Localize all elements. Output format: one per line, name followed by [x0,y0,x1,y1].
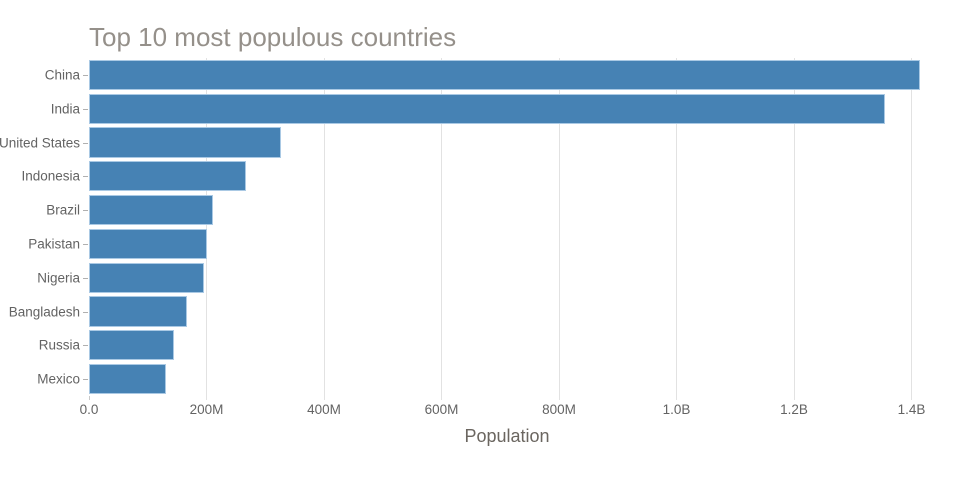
gridline-600m [441,58,443,400]
y-axis-label-russia: Russia [38,337,80,353]
bar-indonesia [89,161,246,192]
bar-china [89,59,921,91]
x-tick-label-1.2b: 1.2B [780,402,808,417]
y-tick-mark [83,243,88,245]
bar-united-states [89,127,282,158]
bar-russia [89,330,174,361]
y-tick-mark [83,277,88,279]
plot-area [89,58,925,400]
y-tick-mark [83,210,88,212]
y-axis-label-india: India [50,101,80,117]
y-tick-mark [83,108,88,110]
gridline-1.4b [911,58,913,400]
y-axis-label-brazil: Brazil [46,202,80,218]
x-tick-mark-0.0 [88,396,90,400]
y-tick-mark [83,74,88,76]
x-tick-label-1.4b: 1.4B [897,402,926,417]
x-tick-label-800m: 800M [542,402,576,417]
y-axis-label-china: China [44,67,80,83]
y-tick-mark [83,176,88,178]
y-axis-label-united-states: United States [0,135,80,150]
y-axis-label-mexico: Mexico [37,371,80,387]
bar-brazil [89,194,213,226]
bar-nigeria [89,262,205,293]
x-axis: 0.0 200M 400M 600M 800M 1.0B 1.2B 1.4B [80,396,926,456]
x-tick-label-1.0b: 1.0B [662,402,691,417]
y-axis-label-bangladesh: Bangladesh [8,304,80,319]
x-axis-title: Population [464,426,550,446]
bar-mexico [89,363,166,395]
bar-pakistan [89,228,207,260]
gridline-400m [323,58,325,400]
gridline-1.0b [676,58,678,400]
y-tick-mark [83,311,88,313]
x-tick-label-600m: 600M [424,402,459,417]
gridline-1.2b [793,58,795,400]
bar-india [89,93,885,124]
x-tick-label-200m: 200M [189,402,224,417]
y-tick-mark [83,142,88,144]
y-tick-mark [83,345,88,347]
gridline-200m [206,58,208,400]
y-axis-label-indonesia: Indonesia [21,168,80,184]
x-tick-label-400m: 400M [307,402,341,417]
y-axis-label-nigeria: Nigeria [37,270,80,286]
y-axis: China India United States Indonesia Brazil Pa… [0,58,88,396]
y-axis-label-pakistan: Pakistan [28,236,80,252]
bar-bangladesh [89,296,187,327]
gridline-800m [558,58,560,400]
y-tick-mark [83,379,88,381]
x-tick-label-0.0: 0.0 [79,402,99,417]
chart-title: Top 10 most populous countries [89,22,457,52]
